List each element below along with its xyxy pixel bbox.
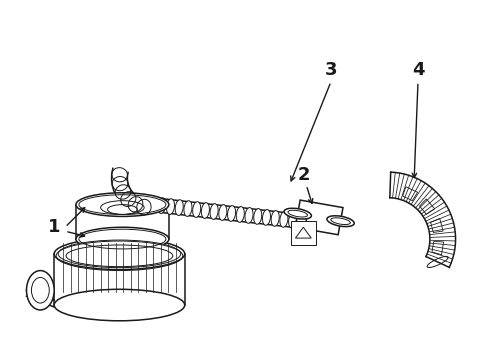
- Ellipse shape: [167, 199, 174, 215]
- Ellipse shape: [263, 210, 270, 225]
- Polygon shape: [390, 172, 456, 267]
- Ellipse shape: [158, 198, 166, 213]
- Ellipse shape: [175, 200, 183, 215]
- Text: 1: 1: [48, 218, 60, 236]
- Ellipse shape: [245, 208, 253, 223]
- Text: 2: 2: [298, 166, 311, 184]
- Ellipse shape: [26, 271, 54, 310]
- Polygon shape: [295, 200, 343, 235]
- Ellipse shape: [193, 202, 201, 217]
- Polygon shape: [292, 221, 316, 245]
- Ellipse shape: [149, 197, 157, 212]
- Ellipse shape: [54, 238, 185, 270]
- Ellipse shape: [280, 212, 288, 227]
- Ellipse shape: [227, 206, 236, 221]
- Ellipse shape: [76, 193, 169, 216]
- Ellipse shape: [76, 227, 169, 251]
- Ellipse shape: [210, 204, 218, 219]
- Ellipse shape: [219, 204, 227, 220]
- Ellipse shape: [58, 240, 181, 267]
- Ellipse shape: [201, 203, 209, 219]
- Ellipse shape: [296, 212, 306, 231]
- Ellipse shape: [184, 201, 192, 216]
- Ellipse shape: [284, 208, 311, 219]
- Ellipse shape: [297, 213, 305, 229]
- Ellipse shape: [327, 216, 354, 226]
- Ellipse shape: [271, 211, 279, 226]
- Text: 4: 4: [412, 61, 424, 79]
- Ellipse shape: [254, 208, 262, 224]
- Ellipse shape: [54, 289, 185, 321]
- Ellipse shape: [289, 212, 296, 228]
- Text: 3: 3: [325, 61, 337, 79]
- Ellipse shape: [236, 207, 245, 222]
